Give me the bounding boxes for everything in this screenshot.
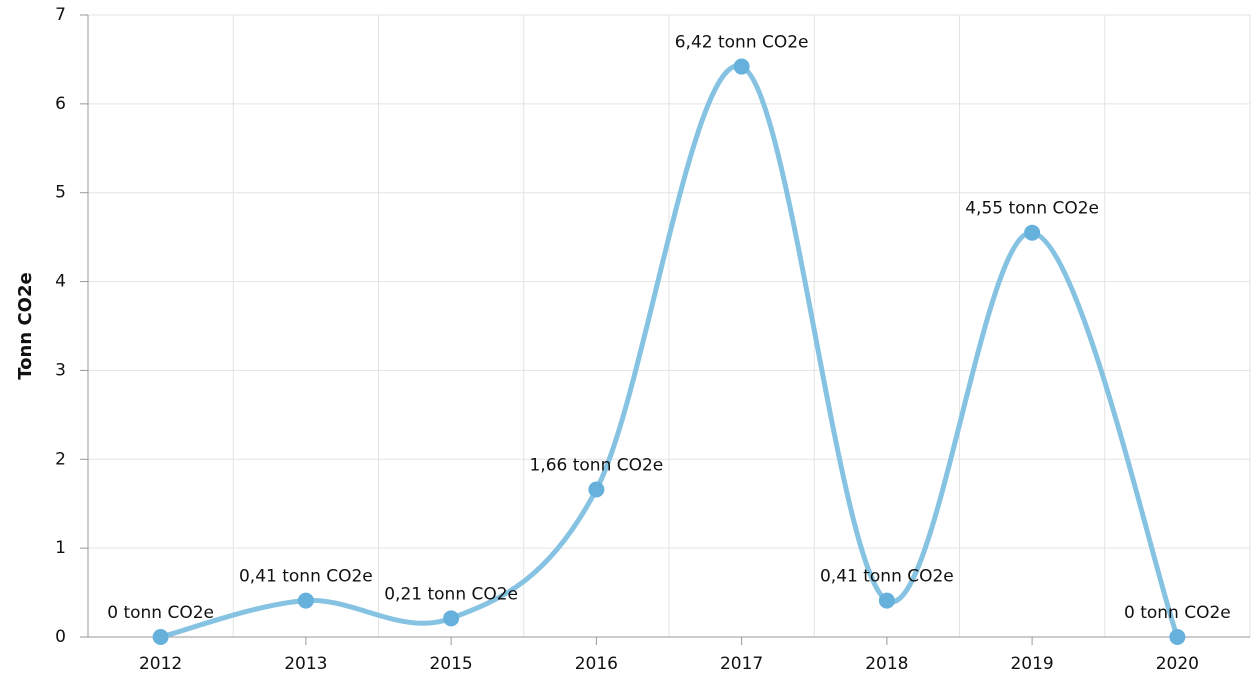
y-tick-label: 1	[55, 538, 66, 558]
point	[1169, 629, 1186, 645]
y-axis-title: Tonn CO2e	[15, 272, 36, 379]
point	[297, 592, 314, 609]
point	[443, 610, 460, 627]
x-tick-label: 2018	[865, 654, 908, 674]
data-label: 0,41 tonn CO2e	[820, 567, 954, 587]
point	[733, 58, 750, 75]
y-tick-label: 3	[55, 360, 66, 380]
x-tick-label: 2019	[1010, 654, 1053, 674]
data-label: 0,41 tonn CO2e	[239, 567, 373, 587]
y-tick-label: 6	[55, 94, 66, 114]
point	[588, 481, 605, 498]
x-tick-label: 2015	[429, 654, 472, 674]
y-tick-label: 5	[55, 183, 66, 203]
y-tick-label: 7	[55, 5, 66, 25]
point	[878, 592, 895, 609]
x-tick-label: 2013	[284, 654, 327, 674]
data-label: 1,66 tonn CO2e	[529, 455, 663, 475]
x-tick-label: 2012	[139, 654, 182, 674]
x-tick-label: 2020	[1156, 654, 1199, 674]
data-label: 0 tonn CO2e	[1124, 603, 1231, 623]
y-tick-label: 0	[55, 627, 66, 647]
point	[1024, 224, 1041, 241]
data-label: 4,55 tonn CO2e	[965, 199, 1099, 219]
x-tick-label: 2016	[575, 654, 618, 674]
data-label: 0 tonn CO2e	[107, 603, 214, 623]
point	[152, 629, 169, 645]
y-tick-label: 2	[55, 449, 66, 469]
data-label: 0,21 tonn CO2e	[384, 584, 518, 604]
data-label: 6,42 tonn CO2e	[675, 33, 809, 53]
x-tick-label: 2017	[720, 654, 763, 674]
y-tick-label: 4	[55, 272, 66, 292]
